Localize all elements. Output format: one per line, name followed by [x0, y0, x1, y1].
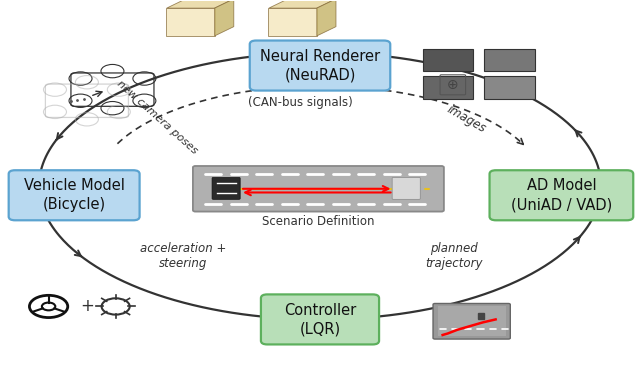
- Text: acceleration +
steering: acceleration + steering: [140, 243, 226, 270]
- Text: Vehicle Model
(Bicycle): Vehicle Model (Bicycle): [24, 179, 125, 212]
- Text: planned
trajectory: planned trajectory: [426, 243, 483, 270]
- FancyBboxPatch shape: [9, 170, 140, 220]
- FancyBboxPatch shape: [166, 8, 215, 36]
- Polygon shape: [167, 0, 234, 8]
- FancyBboxPatch shape: [392, 177, 420, 199]
- FancyBboxPatch shape: [212, 177, 240, 199]
- FancyBboxPatch shape: [438, 306, 506, 336]
- Text: new camera poses: new camera poses: [115, 79, 199, 156]
- FancyBboxPatch shape: [484, 48, 534, 71]
- Text: AD Model
(UniAD / VAD): AD Model (UniAD / VAD): [511, 179, 612, 212]
- Text: Controller
(LQR): Controller (LQR): [284, 302, 356, 336]
- FancyBboxPatch shape: [490, 170, 633, 220]
- Text: ⊕: ⊕: [447, 78, 459, 92]
- Text: Neural Renderer
(NeuRAD): Neural Renderer (NeuRAD): [260, 49, 380, 82]
- FancyBboxPatch shape: [423, 76, 473, 99]
- Text: (CAN-bus signals): (CAN-bus signals): [248, 96, 353, 109]
- FancyBboxPatch shape: [193, 166, 444, 212]
- FancyBboxPatch shape: [423, 48, 473, 71]
- Text: images: images: [445, 103, 489, 136]
- Text: +: +: [80, 298, 94, 315]
- Polygon shape: [214, 0, 234, 36]
- FancyBboxPatch shape: [261, 294, 379, 344]
- Polygon shape: [269, 0, 336, 8]
- FancyBboxPatch shape: [433, 304, 510, 339]
- FancyBboxPatch shape: [250, 41, 390, 90]
- FancyBboxPatch shape: [268, 8, 317, 36]
- FancyBboxPatch shape: [484, 76, 534, 99]
- Text: Scenario Definition: Scenario Definition: [262, 215, 375, 228]
- Polygon shape: [317, 0, 336, 36]
